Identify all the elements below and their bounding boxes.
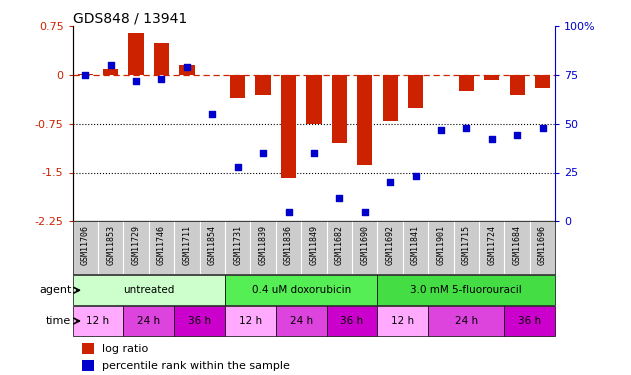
Text: GSM11841: GSM11841 [411, 225, 420, 266]
FancyBboxPatch shape [428, 306, 504, 336]
Text: time: time [46, 316, 71, 326]
FancyBboxPatch shape [504, 306, 555, 336]
Text: GSM11706: GSM11706 [81, 225, 90, 266]
Text: 3.0 mM 5-fluorouracil: 3.0 mM 5-fluorouracil [411, 285, 522, 295]
Text: GSM11839: GSM11839 [259, 225, 268, 266]
Point [411, 173, 421, 179]
Text: GSM11836: GSM11836 [284, 225, 293, 266]
Bar [82, 343, 94, 354]
Point [360, 209, 370, 214]
Bar [306, 75, 322, 124]
Text: 36 h: 36 h [188, 316, 211, 326]
Bar [332, 75, 347, 143]
Point [207, 111, 217, 117]
Bar [484, 75, 499, 80]
Point [233, 164, 243, 170]
Bar [103, 69, 118, 75]
Text: GDS848 / 13941: GDS848 / 13941 [73, 11, 187, 25]
FancyBboxPatch shape [124, 306, 174, 336]
Bar [129, 33, 144, 75]
Text: GSM11724: GSM11724 [487, 225, 496, 266]
Point [512, 132, 522, 138]
Bar [78, 74, 93, 75]
Text: 36 h: 36 h [341, 316, 363, 326]
FancyBboxPatch shape [174, 306, 225, 336]
Text: GSM11746: GSM11746 [157, 225, 166, 266]
FancyBboxPatch shape [377, 306, 428, 336]
Text: 12 h: 12 h [391, 316, 415, 326]
Bar [256, 75, 271, 94]
Bar [459, 75, 474, 91]
Point [538, 124, 548, 130]
Text: GSM11692: GSM11692 [386, 225, 394, 266]
FancyBboxPatch shape [73, 276, 225, 305]
FancyBboxPatch shape [73, 306, 124, 336]
Bar [357, 75, 372, 165]
Bar [82, 360, 94, 371]
Text: GSM11731: GSM11731 [233, 225, 242, 266]
Text: 24 h: 24 h [455, 316, 478, 326]
Text: GSM11684: GSM11684 [512, 225, 522, 266]
Point [105, 62, 115, 68]
Text: GSM11682: GSM11682 [335, 225, 344, 266]
Text: GSM11849: GSM11849 [309, 225, 319, 266]
Bar [154, 42, 169, 75]
Text: GSM11729: GSM11729 [132, 225, 141, 266]
Point [156, 76, 167, 82]
Text: 0.4 uM doxorubicin: 0.4 uM doxorubicin [252, 285, 351, 295]
Text: GSM11711: GSM11711 [182, 225, 191, 266]
Text: GSM11901: GSM11901 [437, 225, 445, 266]
Point [182, 64, 192, 70]
Point [461, 124, 471, 130]
Text: GSM11690: GSM11690 [360, 225, 369, 266]
Text: GSM11853: GSM11853 [106, 225, 115, 266]
FancyBboxPatch shape [276, 306, 327, 336]
Point [334, 195, 345, 201]
Point [436, 127, 446, 133]
FancyBboxPatch shape [327, 306, 377, 336]
FancyBboxPatch shape [225, 306, 276, 336]
Text: log ratio: log ratio [102, 344, 148, 354]
Text: GSM11854: GSM11854 [208, 225, 217, 266]
Text: agent: agent [39, 285, 71, 295]
FancyBboxPatch shape [225, 276, 377, 305]
Bar [230, 75, 245, 98]
Bar [179, 65, 194, 75]
Text: percentile rank within the sample: percentile rank within the sample [102, 361, 290, 370]
Point [258, 150, 268, 156]
Point [309, 150, 319, 156]
Text: untreated: untreated [123, 285, 174, 295]
Point [385, 179, 395, 185]
Text: GSM11696: GSM11696 [538, 225, 547, 266]
FancyBboxPatch shape [377, 276, 555, 305]
Text: 12 h: 12 h [239, 316, 262, 326]
Point [487, 136, 497, 142]
Point [131, 78, 141, 84]
Text: 12 h: 12 h [86, 316, 110, 326]
Text: 24 h: 24 h [290, 316, 313, 326]
Bar [510, 75, 525, 94]
Point [80, 72, 90, 78]
Point [283, 209, 293, 214]
Bar [382, 75, 398, 120]
Text: GSM11715: GSM11715 [462, 225, 471, 266]
Bar [281, 75, 296, 178]
Bar [535, 75, 550, 88]
Text: 24 h: 24 h [137, 316, 160, 326]
Text: 36 h: 36 h [518, 316, 541, 326]
Bar [408, 75, 423, 108]
